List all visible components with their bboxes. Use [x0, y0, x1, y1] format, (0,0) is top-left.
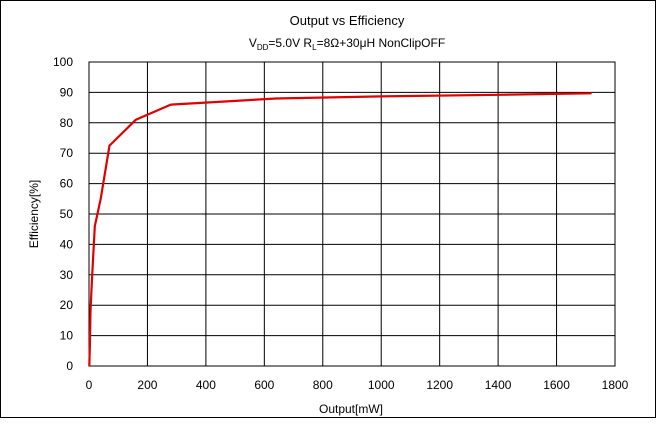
- y-tick-label: 50: [60, 207, 74, 221]
- y-tick-label: 60: [60, 177, 74, 191]
- x-tick-labels: 0 200 400 600 800 1000 1200 1400 1600 1800: [86, 378, 629, 392]
- y-tick-label: 90: [60, 85, 74, 99]
- x-tick-label: 1400: [485, 378, 512, 392]
- x-tick-label: 1600: [543, 378, 570, 392]
- y-tick-label: 70: [60, 146, 74, 160]
- plot-area: [88, 61, 616, 367]
- y-tick-labels: 0 10 20 30 40 50 60 70 80 90 100: [53, 55, 73, 373]
- x-tick-label: 400: [196, 378, 216, 392]
- x-tick-label: 1800: [602, 378, 629, 392]
- x-tick-label: 600: [254, 378, 274, 392]
- y-tick-label: 30: [60, 268, 74, 282]
- y-axis-label: Efficiency[%]: [27, 180, 41, 248]
- data-series: [88, 92, 592, 367]
- x-tick-label: 200: [137, 378, 157, 392]
- grid-lines: [88, 61, 616, 367]
- x-tick-label: 1200: [426, 378, 453, 392]
- efficiency-series-line: [88, 92, 592, 367]
- chart-title: Output vs Efficiency: [290, 13, 405, 28]
- x-axis-label: Output[mW]: [319, 402, 383, 416]
- x-tick-label: 1000: [368, 378, 395, 392]
- y-tick-label: 40: [60, 237, 74, 251]
- y-tick-label: 20: [60, 298, 74, 312]
- chart-subtitle: VDD=5.0V RL=8Ω+30μH NonClipOFF: [249, 36, 445, 52]
- x-tick-label: 800: [313, 378, 333, 392]
- y-tick-label: 80: [60, 116, 74, 130]
- x-tick-label: 0: [86, 378, 93, 392]
- y-tick-label: 0: [66, 359, 73, 373]
- y-tick-label: 100: [53, 55, 73, 69]
- y-tick-label: 10: [60, 329, 74, 343]
